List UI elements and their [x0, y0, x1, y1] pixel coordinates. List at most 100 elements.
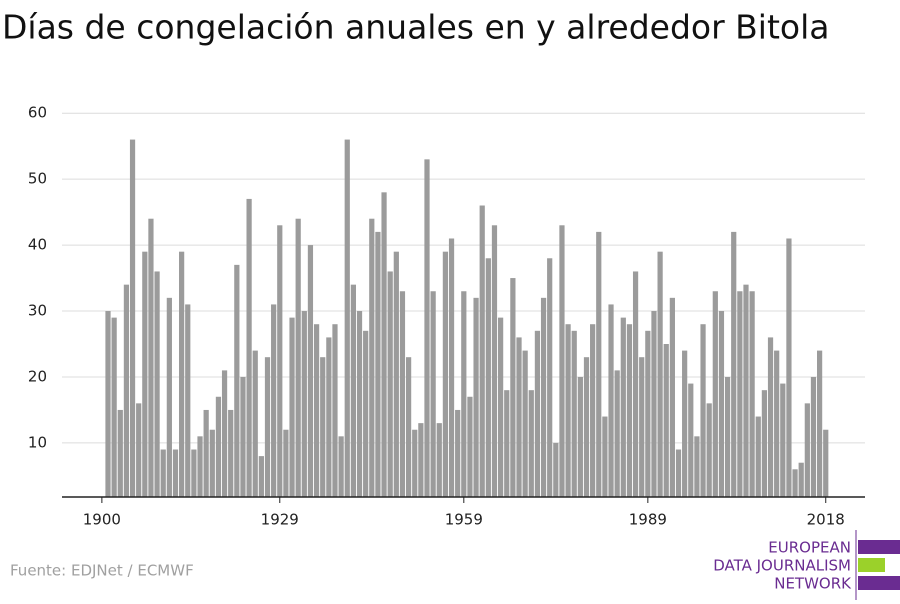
y-tick-label: 20 [28, 367, 47, 385]
bar [172, 449, 179, 497]
bar [516, 337, 522, 497]
bar [430, 291, 436, 497]
bar [749, 291, 755, 497]
bar [350, 284, 356, 497]
bar [614, 370, 620, 497]
bar [295, 218, 301, 497]
bar [522, 350, 528, 497]
bar [504, 390, 510, 497]
bar [424, 159, 430, 497]
bar [565, 324, 571, 497]
bar [712, 291, 718, 497]
x-tick-label: 1929 [261, 511, 299, 529]
bar [786, 238, 792, 497]
x-tick-label: 1989 [629, 511, 667, 529]
bar [798, 462, 804, 497]
bar [510, 278, 516, 497]
bar [663, 344, 669, 497]
bar [491, 225, 498, 497]
bar [313, 324, 320, 497]
y-tick-label: 50 [28, 170, 47, 188]
logo-text: EUROPEAN [768, 539, 851, 557]
bar [136, 403, 142, 497]
bar [639, 357, 645, 497]
bar [461, 291, 467, 497]
bar [246, 198, 252, 497]
bar [264, 357, 271, 497]
bar [436, 423, 442, 497]
bar [387, 271, 393, 497]
y-tick-label: 60 [28, 104, 47, 122]
bar [117, 409, 123, 497]
bar [823, 429, 829, 497]
bar [338, 436, 344, 497]
bar [724, 376, 731, 497]
bar [191, 449, 197, 497]
x-tick-label: 1959 [445, 511, 483, 529]
bar [418, 423, 424, 497]
bar [111, 317, 117, 497]
bar [185, 304, 191, 497]
bar [240, 376, 246, 497]
logo-text: DATA JOURNALISM [713, 557, 851, 575]
bar [369, 218, 375, 497]
bar [405, 357, 412, 497]
bar [234, 264, 240, 497]
bar [381, 192, 387, 498]
bar [166, 297, 172, 497]
bar [148, 218, 154, 497]
bar [228, 409, 234, 497]
bar [540, 297, 547, 497]
bar [626, 324, 633, 497]
bar [645, 330, 651, 497]
bar [596, 231, 602, 498]
bar [688, 383, 694, 497]
chart-title: Días de congelación anuales en y alreded… [2, 8, 829, 47]
bar [620, 317, 626, 497]
bar [632, 271, 639, 497]
bar [442, 251, 449, 497]
y-tick-label: 40 [28, 236, 47, 254]
bar [209, 429, 215, 497]
bar [123, 284, 130, 497]
bar [590, 324, 596, 497]
bar [694, 436, 700, 497]
bar [129, 139, 136, 497]
bar [203, 409, 209, 497]
bar [363, 330, 369, 497]
bar [700, 324, 706, 497]
bar [810, 376, 817, 497]
logo-bar [858, 540, 900, 554]
source: Fuente: EDJNet / ECMWF [10, 562, 194, 580]
logo-text: NETWORK [774, 575, 852, 593]
bar [455, 409, 461, 497]
bar [283, 429, 289, 497]
bar [332, 324, 338, 497]
bar [221, 370, 228, 497]
bar [553, 442, 559, 497]
x-tick-label: 2018 [807, 511, 845, 529]
bar [258, 456, 264, 497]
bar [792, 469, 798, 497]
bar [602, 416, 608, 497]
bar [326, 337, 332, 497]
bar [816, 350, 823, 497]
bar [160, 449, 166, 497]
bar [583, 357, 590, 497]
bar [252, 350, 258, 497]
bar [215, 396, 222, 497]
bar [774, 350, 780, 497]
bar [559, 225, 565, 497]
bar [271, 304, 277, 497]
bar [485, 258, 491, 497]
bar [307, 245, 314, 497]
y-tick-label: 10 [28, 433, 47, 451]
bar [356, 311, 363, 497]
bar [767, 337, 774, 497]
bar [289, 317, 295, 497]
bar [412, 429, 418, 497]
bar [467, 396, 473, 497]
bar [301, 311, 307, 497]
bar [142, 251, 148, 497]
